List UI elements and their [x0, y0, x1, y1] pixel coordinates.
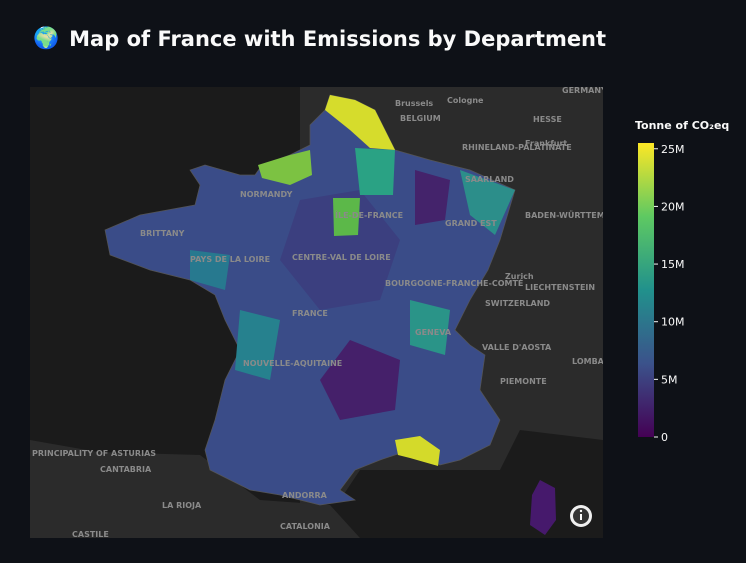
info-icon [579, 509, 583, 513]
map-label: BELGIUM [400, 114, 441, 123]
map-label: GERMANY [562, 86, 607, 95]
header: 🌍 Map of France with Emissions by Depart… [33, 26, 606, 51]
map-label: Cologne [447, 96, 484, 105]
map-label: NOUVELLE-AQUITAINE [243, 359, 342, 368]
department [235, 310, 280, 380]
department [190, 250, 230, 290]
map-label: GENEVA [415, 328, 452, 337]
map-label: RHINELAND-PALATINATE [462, 143, 572, 152]
map-label: Frankfurt [525, 139, 567, 148]
department [415, 170, 450, 225]
map-label: BRITTANY [140, 229, 185, 238]
map-label: CASTILE [72, 530, 109, 539]
department [333, 198, 360, 236]
map-label: CENTRE-VAL DE LOIRE [292, 253, 391, 262]
department [395, 436, 440, 466]
map-label: ÎLE-DE-FRANCE [335, 209, 403, 220]
colorbar-tick-label: 25M [661, 143, 685, 156]
map-label: HESSE [533, 115, 562, 124]
map-label: SAARLAND [465, 175, 514, 184]
info-icon [580, 514, 582, 520]
department [410, 300, 450, 355]
map-label: VALLE D'AOSTA [482, 343, 552, 352]
france [104, 94, 516, 506]
colorbar-ticks: 0 5M 10M 15M 20M 25M [654, 143, 685, 444]
map-label: CANTABRIA [100, 465, 152, 474]
header-title: Map of France with Emissions by Departme… [69, 26, 607, 51]
department [258, 150, 312, 185]
colorbar [638, 143, 654, 437]
map-label: SWITZERLAND [485, 299, 550, 308]
header-icon: 🌍 [33, 26, 60, 50]
map-label: Zurich [505, 272, 534, 281]
map-label: PRINCIPALITY OF ASTURIAS [32, 449, 156, 458]
map-label: Brussels [395, 99, 433, 108]
department [280, 190, 400, 310]
map-label: BOURGOGNE-FRANCHE-COMTÉ [385, 277, 523, 288]
map-label: GRAND EST [445, 219, 497, 228]
map-label: ANDORRA [282, 491, 328, 500]
colorbar-tick-label: 15M [661, 258, 685, 271]
map-label: LOMBARDY [572, 357, 622, 366]
department [460, 170, 515, 235]
department [320, 340, 400, 420]
map-label: LA RIOJA [162, 501, 202, 510]
colorbar-tick-label: 10M [661, 316, 685, 329]
colorbar-tick-label: 20M [661, 200, 685, 213]
colorbar-title: Tonne of CO₂eq [635, 119, 729, 132]
department [325, 95, 395, 150]
map-label: BADEN-WÜRTTEMBERG [525, 210, 629, 220]
colorbar-tick-label: 0 [661, 431, 668, 444]
colorbar-tick-label: 5M [661, 373, 678, 386]
map-label: PAYS DE LA LOIRE [190, 255, 270, 264]
map-label: CATALONIA [280, 522, 331, 531]
map-label: NORMANDY [240, 190, 293, 199]
spain [30, 450, 360, 538]
department [355, 148, 395, 195]
map-label: LIECHTENSTEIN [525, 283, 595, 292]
map[interactable]: GERMANY BELGIUM Brussels Cologne HESSE R… [30, 86, 629, 539]
department [530, 480, 556, 535]
map-label: PIEMONTE [500, 377, 547, 386]
map-label: FRANCE [292, 309, 328, 318]
